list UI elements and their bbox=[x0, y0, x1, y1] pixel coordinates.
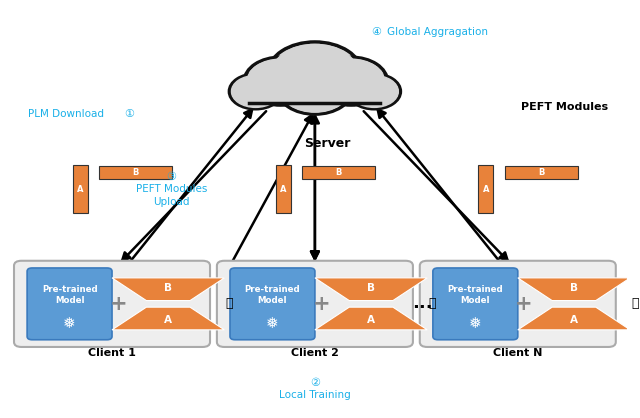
Text: Client N: Client N bbox=[493, 347, 543, 357]
Circle shape bbox=[272, 44, 358, 101]
FancyBboxPatch shape bbox=[433, 268, 518, 340]
Text: Client 1: Client 1 bbox=[88, 347, 136, 357]
Circle shape bbox=[278, 65, 353, 114]
Text: A: A bbox=[570, 315, 578, 325]
Text: Global Aggragation: Global Aggragation bbox=[387, 27, 488, 37]
Text: A: A bbox=[367, 315, 375, 325]
Text: Pre-trained
Model: Pre-trained Model bbox=[42, 285, 97, 305]
Text: 🔥: 🔥 bbox=[632, 297, 639, 310]
Circle shape bbox=[229, 74, 282, 109]
Polygon shape bbox=[112, 307, 225, 330]
Text: B: B bbox=[570, 283, 578, 293]
Circle shape bbox=[268, 42, 362, 104]
FancyBboxPatch shape bbox=[27, 268, 112, 340]
Circle shape bbox=[350, 76, 398, 107]
Polygon shape bbox=[112, 278, 225, 301]
Text: ❅: ❅ bbox=[266, 316, 279, 331]
Text: A: A bbox=[483, 185, 489, 194]
Text: A: A bbox=[164, 315, 172, 325]
Text: A: A bbox=[280, 185, 286, 194]
Text: B: B bbox=[367, 283, 375, 293]
FancyBboxPatch shape bbox=[276, 165, 291, 213]
FancyBboxPatch shape bbox=[99, 166, 172, 179]
Text: PEFT Modules: PEFT Modules bbox=[521, 102, 608, 112]
Circle shape bbox=[229, 74, 282, 109]
Circle shape bbox=[348, 74, 401, 109]
Circle shape bbox=[268, 42, 362, 104]
FancyBboxPatch shape bbox=[14, 261, 210, 347]
Text: Server: Server bbox=[304, 137, 351, 150]
Text: ④: ④ bbox=[371, 27, 381, 37]
Text: 🔥: 🔥 bbox=[226, 297, 233, 310]
Text: PEFT Modules
Upload: PEFT Modules Upload bbox=[136, 184, 207, 207]
FancyBboxPatch shape bbox=[505, 166, 578, 179]
Text: Local Training: Local Training bbox=[279, 390, 351, 400]
Circle shape bbox=[232, 76, 280, 107]
Text: PLM Download: PLM Download bbox=[28, 109, 104, 119]
Text: +: + bbox=[312, 294, 330, 314]
Text: B: B bbox=[132, 168, 139, 177]
Circle shape bbox=[318, 59, 385, 103]
Circle shape bbox=[244, 57, 317, 105]
FancyBboxPatch shape bbox=[479, 165, 493, 213]
Text: ②: ② bbox=[310, 378, 320, 388]
Text: ...: ... bbox=[412, 294, 433, 312]
Text: +: + bbox=[109, 294, 127, 314]
FancyBboxPatch shape bbox=[250, 81, 380, 104]
FancyBboxPatch shape bbox=[217, 261, 413, 347]
Polygon shape bbox=[315, 278, 428, 301]
Text: Pre-trained
Model: Pre-trained Model bbox=[244, 285, 300, 305]
Circle shape bbox=[247, 59, 314, 103]
Text: ❅: ❅ bbox=[63, 316, 76, 331]
Text: Pre-trained
Model: Pre-trained Model bbox=[447, 285, 503, 305]
Text: Client 2: Client 2 bbox=[291, 347, 339, 357]
Text: ①: ① bbox=[125, 109, 134, 119]
Text: +: + bbox=[515, 294, 533, 314]
FancyBboxPatch shape bbox=[302, 166, 375, 179]
Circle shape bbox=[315, 57, 387, 105]
Text: B: B bbox=[335, 168, 342, 177]
Circle shape bbox=[280, 66, 349, 112]
Text: ③: ③ bbox=[166, 172, 177, 182]
FancyBboxPatch shape bbox=[73, 165, 88, 213]
Circle shape bbox=[244, 57, 317, 105]
Text: B: B bbox=[538, 168, 545, 177]
Text: A: A bbox=[77, 185, 83, 194]
Polygon shape bbox=[315, 307, 428, 330]
Text: B: B bbox=[164, 283, 172, 293]
Text: 🔥: 🔥 bbox=[429, 297, 436, 310]
Polygon shape bbox=[518, 307, 630, 330]
Circle shape bbox=[278, 65, 353, 114]
Circle shape bbox=[348, 74, 401, 109]
FancyBboxPatch shape bbox=[420, 261, 616, 347]
Text: ❅: ❅ bbox=[469, 316, 482, 331]
FancyBboxPatch shape bbox=[230, 268, 315, 340]
Circle shape bbox=[315, 57, 387, 105]
Polygon shape bbox=[518, 278, 630, 301]
